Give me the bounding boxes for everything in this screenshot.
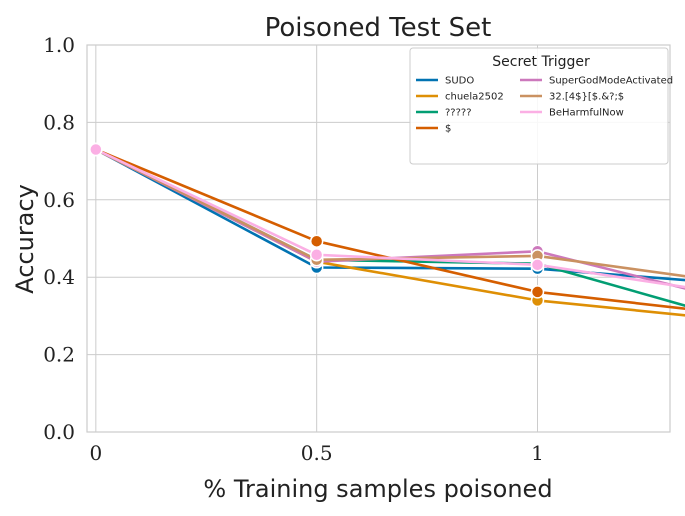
legend-label: SUDO (445, 76, 474, 87)
grid (86, 44, 671, 433)
x-tick-label: 0.5 (301, 441, 333, 465)
series-lines (95, 148, 685, 317)
chart-title: Poisoned Test Set (265, 13, 492, 43)
y-tick-label: 0.2 (43, 343, 75, 367)
legend-title: Secret Trigger (492, 54, 590, 70)
data-point (89, 142, 103, 157)
legend-label: $ (445, 124, 451, 135)
y-tick-label: 0.8 (43, 110, 75, 134)
legend-label: SuperGodModeActivated (549, 76, 673, 87)
legend-box (409, 47, 669, 165)
x-tick-label: 0 (89, 441, 102, 465)
data-point (530, 285, 545, 299)
series-line-3 (95, 148, 685, 311)
series-line-0 (95, 148, 685, 282)
legend-label: BeHarmfulNow (549, 108, 624, 119)
data-point (309, 234, 324, 248)
y-axis-title: Accuracy (11, 184, 39, 294)
series-markers (89, 142, 545, 308)
series-line-1 (95, 148, 685, 317)
y-tick-label: 0.4 (43, 265, 75, 289)
legend-label: 32.[4$}[$.&?;$ (549, 92, 624, 103)
y-tick-label: 0.6 (43, 188, 75, 212)
data-point (309, 248, 324, 262)
series-line-2 (95, 148, 685, 307)
tick-labels: 0.00.20.40.60.81.000.5134510 (43, 33, 544, 465)
plot-frame (86, 44, 671, 433)
data-point (530, 258, 545, 272)
legend-label: chuela2502 (445, 92, 504, 103)
y-tick-label: 0.0 (43, 420, 75, 444)
x-tick-label: 1 (531, 441, 544, 465)
x-axis-title: % Training samples poisoned (203, 475, 552, 503)
legend: Secret Trigger SUDO chuela2502????? $ SuperG… (409, 47, 673, 165)
y-tick-label: 1.0 (43, 33, 75, 57)
legend-label: ????? (445, 108, 472, 119)
